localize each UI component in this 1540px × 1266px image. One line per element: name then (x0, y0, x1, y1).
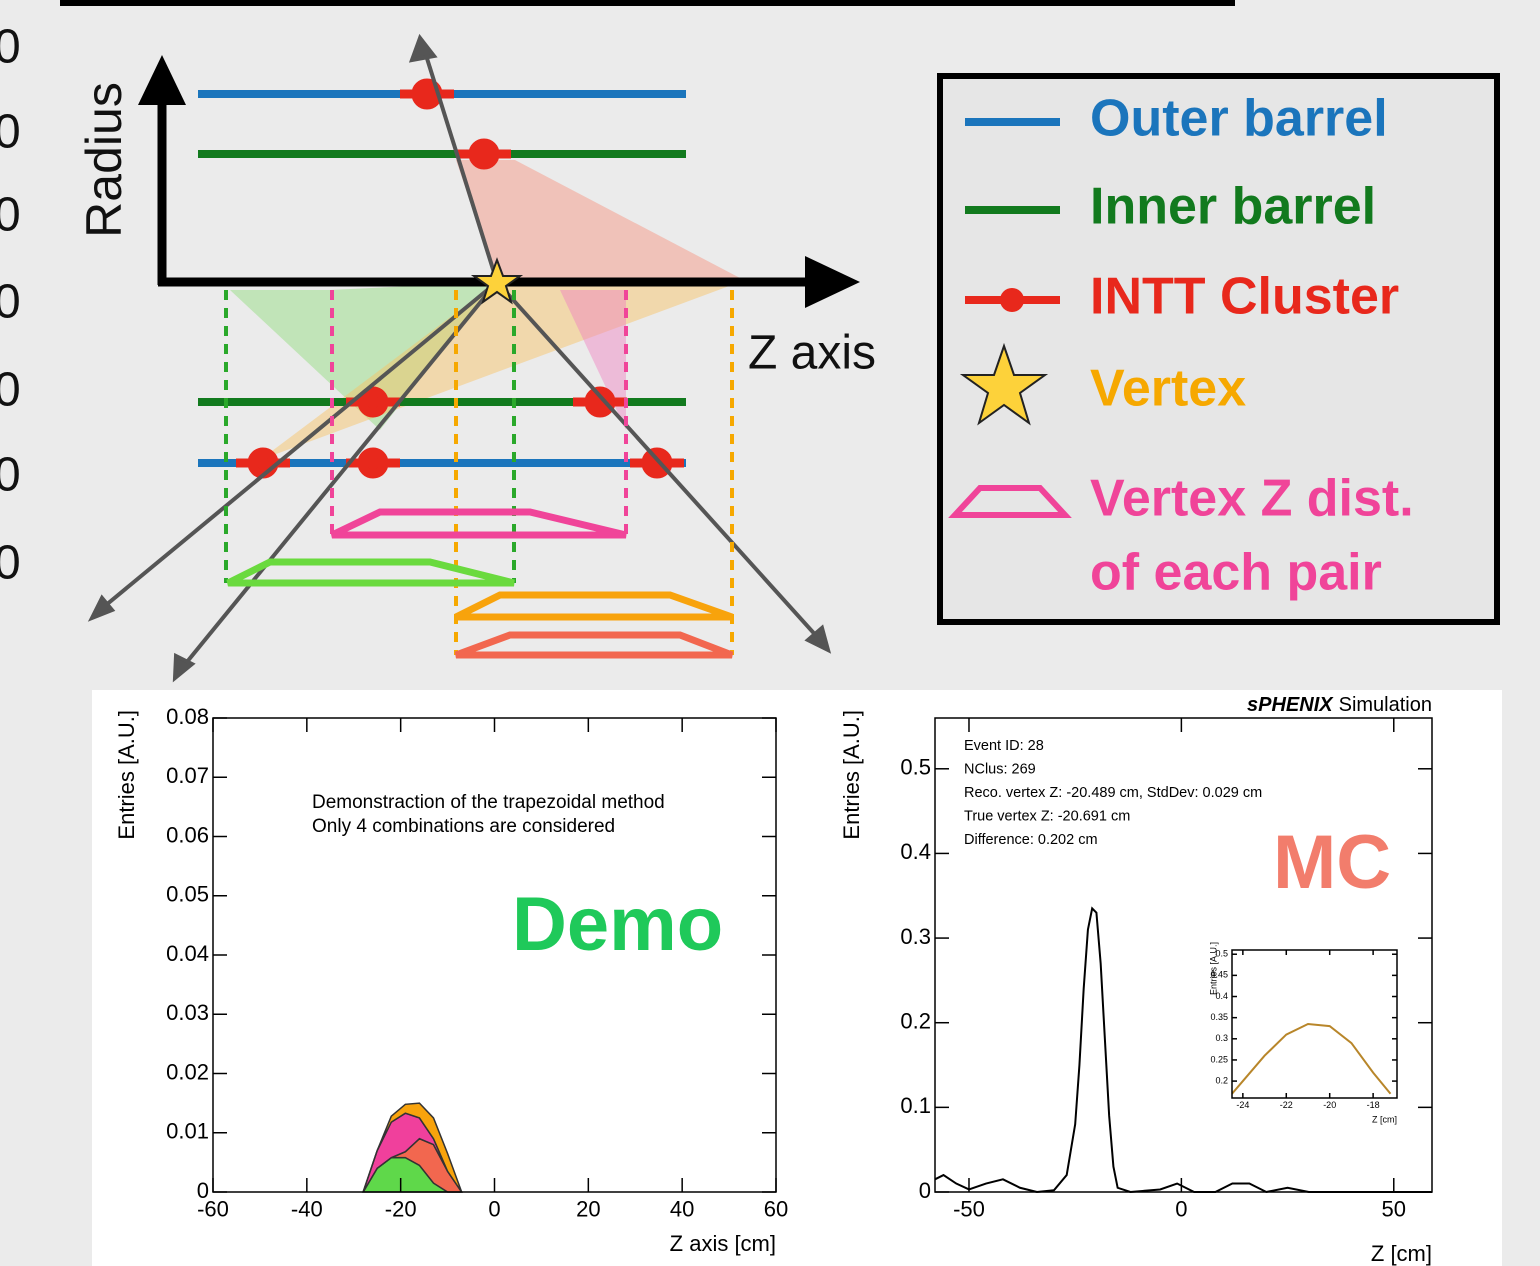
chart: 0.20.250.30.350.40.450.5-24-22-20-18Z [c… (1208, 942, 1397, 1124)
chart: 0 0.01 0.02 0.03 0.04 0.05 0.06 0.07 0.08 -60 -40 -… (114, 704, 788, 1256)
y-tick-label: 0.3 (1215, 1033, 1228, 1043)
legend-label: Outer barrel (1090, 90, 1388, 148)
y-axis-label: Entries [A.U.] (114, 710, 139, 840)
cropped-label: 0 (0, 537, 21, 590)
annotation: NClus: 269 (964, 761, 1036, 777)
y-tick-label: 0.25 (1210, 1054, 1228, 1064)
legend-label: Inner barrel (1090, 178, 1376, 236)
x-tick-label: 20 (576, 1197, 600, 1222)
legend: Outer barrel Inner barrel INTT Cluster V… (940, 76, 1497, 622)
y-axis-label: Entries [A.U.] (839, 710, 864, 840)
legend-label: Vertex Z dist. (1090, 470, 1414, 528)
cropped-label: 0 (0, 21, 21, 74)
y-tick-label: 0.3 (900, 924, 931, 949)
x-tick-label: -50 (953, 1197, 985, 1222)
cropped-label: 0 (0, 364, 21, 417)
y-tick-label: 0.5 (900, 755, 931, 780)
x-tick-label: -22 (1280, 1100, 1293, 1110)
x-tick-label: -18 (1367, 1100, 1380, 1110)
z-label: Z axis (748, 327, 876, 380)
cropped-label: 0 (0, 276, 21, 329)
x-axis-label: Z [cm] (1372, 1114, 1397, 1124)
x-tick-label: 50 (1382, 1197, 1406, 1222)
annotation: Event ID: 28 (964, 738, 1044, 754)
y-tick-label: 0.07 (166, 763, 209, 788)
y-tick-label: 0.05 (166, 882, 209, 907)
cropped-label: 0 (0, 449, 21, 502)
cropped-label: 0 (0, 106, 21, 159)
title-rule (60, 0, 1235, 6)
y-tick-label: 0.01 (166, 1119, 209, 1144)
annotation: Demonstraction of the trapezoidal method (312, 792, 665, 813)
y-tick-label: 0.2 (1215, 1075, 1228, 1085)
annotation: Difference: 0.202 cm (964, 832, 1098, 848)
x-tick-label: 0 (488, 1197, 500, 1222)
x-axis-label: Z [cm] (1371, 1241, 1432, 1266)
x-tick-label: -24 (1236, 1100, 1249, 1110)
legend-label: of each pair (1090, 544, 1382, 602)
annotation: True vertex Z: -20.691 cm (964, 809, 1130, 825)
big-label: MC (1273, 820, 1391, 905)
legend-label: INTT Cluster (1090, 268, 1399, 326)
y-tick-label: 0.35 (1210, 1012, 1228, 1022)
x-tick-label: 0 (1175, 1197, 1187, 1222)
x-tick-label: 60 (764, 1197, 788, 1222)
x-tick-label: -60 (197, 1197, 229, 1222)
y-tick-label: 0 (919, 1178, 931, 1203)
annotation: Only 4 combinations are considered (312, 816, 615, 837)
y-tick-label: 0.02 (166, 1059, 209, 1084)
legend-swatch (1000, 288, 1024, 312)
y-tick-label: 0.08 (166, 704, 209, 729)
y-tick-label: 0.4 (900, 839, 931, 864)
x-tick-label: 40 (670, 1197, 694, 1222)
y-axis-label: Entries [A.U.] (1208, 942, 1218, 995)
experiment-label: sPHENIX (1247, 694, 1334, 716)
x-axis-label: Z axis [cm] (670, 1231, 776, 1256)
y-tick-label: 0.03 (166, 1000, 209, 1025)
page: {"diagram": { "cropped_labels": [0, 0, 0… (0, 0, 1540, 1266)
y-tick-label: 0.06 (166, 822, 209, 847)
big-label: Demo (512, 882, 723, 967)
y-tick-label: 0.04 (166, 941, 209, 966)
y-tick-label: 0.2 (900, 1009, 931, 1034)
radius-label: Radius (76, 82, 132, 238)
slide: 0 0 0 0 0 0 0 Radius Z axis (0, 0, 1540, 1266)
title-text: Simulation (1339, 694, 1432, 716)
x-tick-label: -20 (1323, 1100, 1336, 1110)
x-tick-label: -40 (291, 1197, 323, 1222)
annotation: Reco. vertex Z: -20.489 cm, StdDev: 0.02… (964, 785, 1262, 801)
legend-label: Vertex (1090, 360, 1246, 418)
y-tick-label: 0.1 (900, 1093, 931, 1118)
x-tick-label: -20 (385, 1197, 417, 1222)
cropped-label: 0 (0, 189, 21, 242)
legend-box (940, 76, 1497, 622)
